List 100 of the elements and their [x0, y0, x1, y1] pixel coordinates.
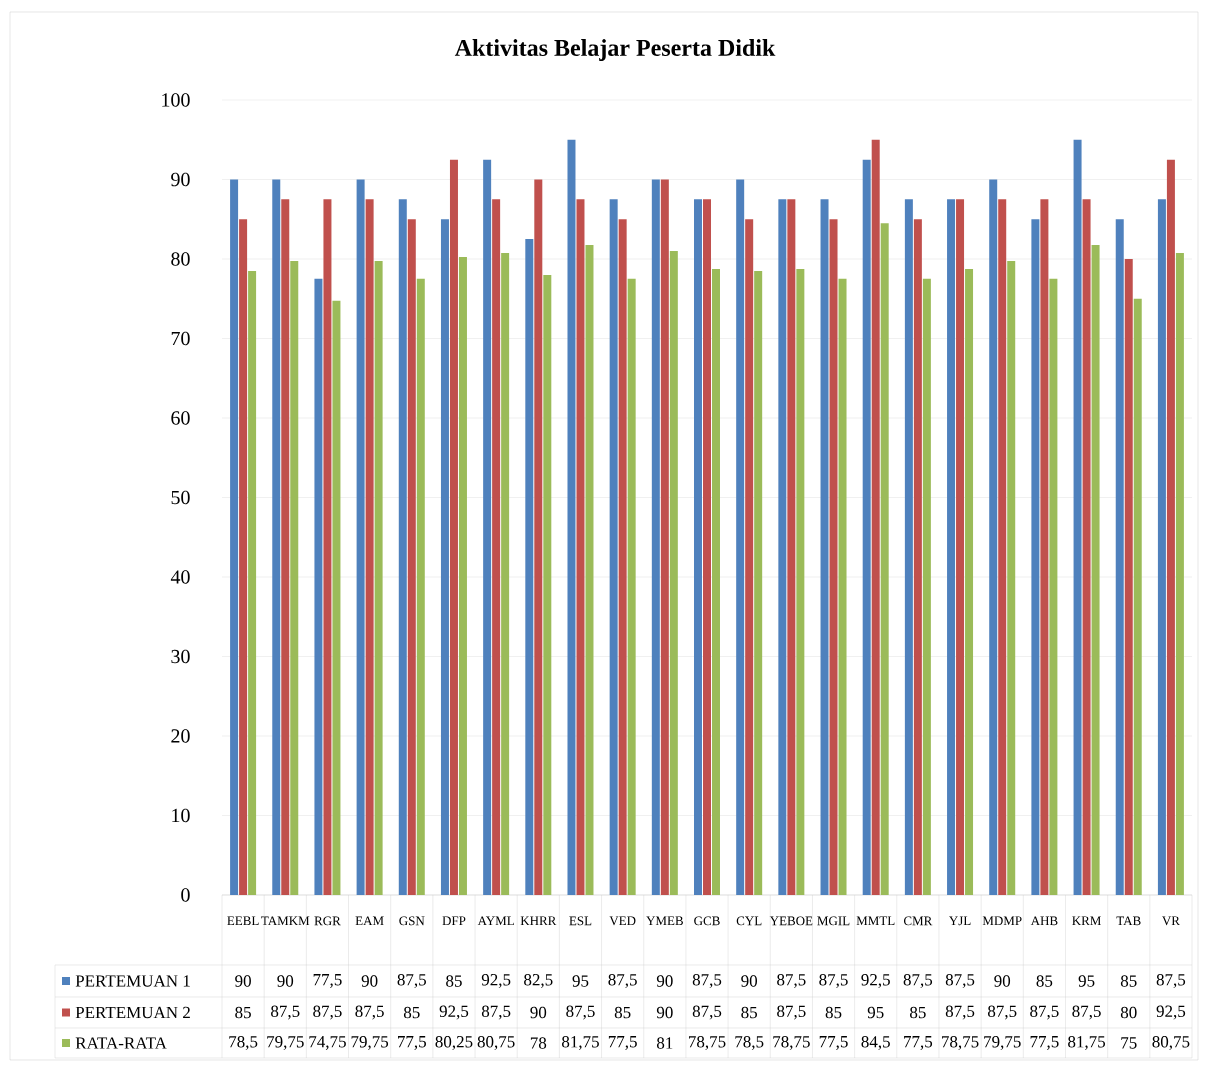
bar: [365, 199, 374, 895]
bar: [332, 300, 341, 895]
bar: [1166, 159, 1175, 895]
x-tick-label: AYML: [477, 916, 514, 926]
bar: [1082, 199, 1091, 895]
y-tick-label: 20: [171, 729, 190, 743]
bar: [1124, 259, 1133, 895]
data-label: 87,5: [566, 1005, 595, 1020]
data-label: 87,5: [481, 1005, 511, 1020]
y-tick-label: 70: [171, 331, 190, 346]
x-tick-label: TAB: [1116, 916, 1141, 926]
bar: [736, 179, 745, 895]
data-label: 78: [530, 1037, 547, 1049]
legend-label: PERTEMUAN 2: [75, 1006, 190, 1019]
data-label: 78,5: [229, 1036, 258, 1050]
data-label: 77,5: [313, 974, 342, 988]
y-tick-label: 80: [171, 252, 190, 266]
bar: [871, 139, 880, 895]
bar: [543, 274, 552, 895]
data-label: 85: [1120, 975, 1137, 987]
x-tick-label: VR: [1162, 916, 1180, 926]
x-tick-label: ESL: [569, 916, 592, 926]
data-label: 80: [1120, 1006, 1137, 1019]
data-label: 87,5: [692, 974, 722, 988]
bar: [796, 268, 805, 895]
data-label: 95: [1078, 975, 1095, 987]
data-label: 74,75: [309, 1036, 346, 1050]
bar: [1091, 245, 1100, 895]
x-tick-label: KRM: [1072, 916, 1101, 926]
bar: [458, 257, 467, 895]
bar: [669, 251, 678, 895]
x-tick-label: VED: [609, 916, 636, 926]
bar: [712, 268, 720, 895]
bar: [965, 268, 974, 895]
data-label: 90: [656, 975, 673, 987]
data-label: 90: [530, 1006, 547, 1019]
bar: [904, 199, 913, 895]
data-label: 75: [1121, 1037, 1137, 1049]
bar: [1007, 260, 1016, 895]
data-label: 92,5: [861, 974, 890, 988]
x-tick-label: CYL: [736, 916, 762, 926]
data-label: 77,5: [904, 1036, 933, 1050]
bar: [1175, 253, 1184, 895]
x-tick-label: DFP: [442, 916, 466, 926]
data-label: 87,5: [945, 1005, 975, 1020]
bar: [356, 179, 365, 895]
bar: [407, 219, 416, 895]
x-tick-label: MDMP: [982, 916, 1022, 926]
y-tick-label: 0: [181, 888, 190, 902]
data-label: 77,5: [1030, 1036, 1059, 1050]
bar: [838, 278, 847, 895]
bar: [585, 245, 594, 895]
bar: [1040, 199, 1049, 895]
bar: [272, 179, 281, 895]
data-label: 87,5: [945, 974, 975, 988]
y-tick-label: 40: [170, 570, 190, 584]
bar: [290, 260, 299, 895]
bar: [1031, 219, 1040, 895]
y-tick-label: 60: [171, 411, 190, 425]
data-label: 78,75: [773, 1036, 810, 1050]
data-label: 87,5: [692, 1005, 722, 1020]
bar: [989, 179, 998, 895]
bar: [374, 260, 383, 895]
data-label: 85: [1036, 975, 1053, 987]
bar: [947, 199, 956, 895]
data-label: 80,75: [477, 1036, 515, 1050]
bar: [501, 253, 510, 895]
data-label: 95: [572, 975, 589, 987]
bar: [416, 278, 425, 895]
x-tick-label: EEBL: [227, 916, 259, 926]
bar: [281, 199, 290, 895]
bar: [609, 199, 618, 895]
data-label: 92,5: [481, 974, 511, 988]
bar: [1115, 219, 1124, 895]
x-tick-label: RGR: [314, 916, 341, 926]
data-label: 90: [277, 975, 294, 987]
data-label: 85: [825, 1006, 842, 1019]
x-tick-label: MGIL: [817, 916, 850, 926]
data-label: 79,75: [984, 1036, 1021, 1050]
data-label: 78,75: [942, 1036, 979, 1050]
bar: [1073, 139, 1082, 895]
bar: [492, 199, 501, 895]
bar: [694, 199, 702, 895]
bar: [440, 219, 449, 895]
bar: [745, 219, 754, 895]
data-label: 81,75: [1068, 1036, 1106, 1050]
bar: [754, 270, 763, 895]
data-label: 80,25: [435, 1036, 473, 1050]
data-label: 81,75: [562, 1036, 599, 1050]
data-label: 87,5: [903, 974, 933, 988]
data-label: 87,5: [987, 1005, 1017, 1020]
legend-label: RATA-RATA: [75, 1037, 167, 1049]
bar: [627, 278, 636, 895]
bar: [660, 179, 669, 895]
legend-label: PERTEMUAN 1: [75, 975, 190, 987]
x-tick-label: YJL: [948, 916, 971, 926]
bar: [248, 270, 257, 895]
y-tick-label: 10: [172, 808, 190, 823]
data-label: 77,5: [398, 1036, 427, 1050]
data-label: 85: [910, 1006, 926, 1019]
